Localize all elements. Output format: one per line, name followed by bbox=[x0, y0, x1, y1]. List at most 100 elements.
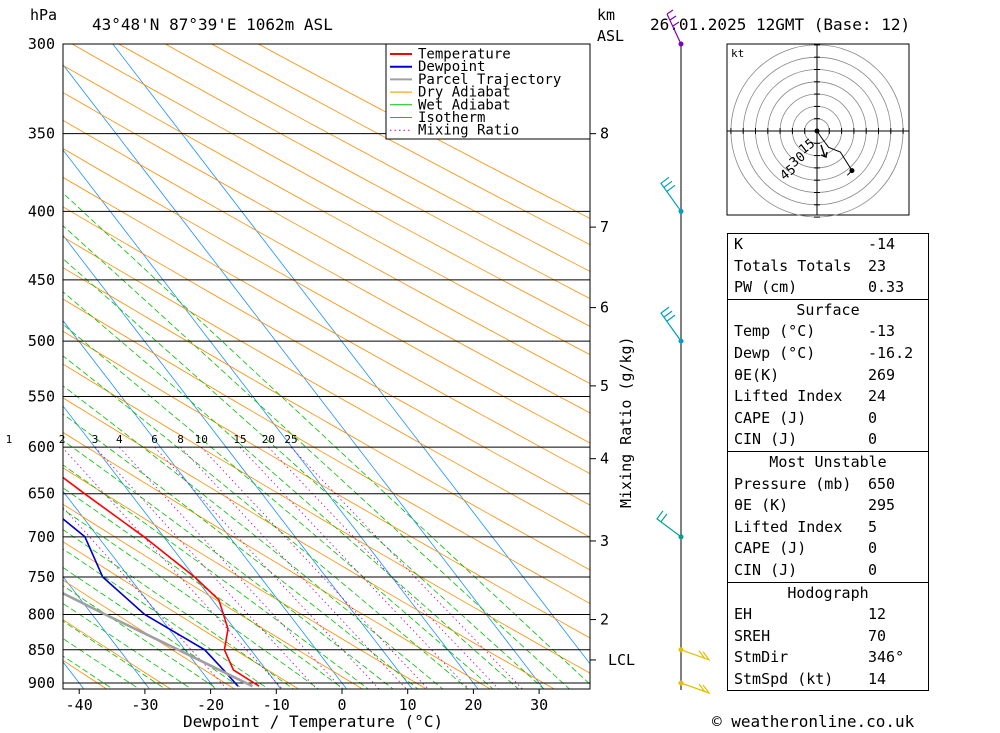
index-label: PW (cm) bbox=[734, 278, 798, 297]
pressure-tick-label: 700 bbox=[28, 528, 55, 546]
temperature-tick-label: -20 bbox=[197, 696, 224, 714]
index-value: 12 bbox=[868, 605, 887, 624]
dry-adiabat-line bbox=[63, 330, 590, 639]
dry-adiabat-line bbox=[63, 298, 590, 605]
index-label: SREH bbox=[734, 626, 771, 645]
index-row: SREH 70 bbox=[728, 626, 928, 648]
x-axis-label: Dewpoint / Temperature (°C) bbox=[183, 712, 443, 731]
plot-frame bbox=[62, 43, 591, 690]
index-label: K bbox=[734, 235, 744, 253]
wind-barb bbox=[680, 682, 711, 695]
wet-adiabat-line bbox=[63, 603, 193, 689]
pressure-tick-label: 850 bbox=[28, 641, 55, 659]
pressure-tick-label: 800 bbox=[28, 606, 55, 624]
index-label: Pressure (mb) bbox=[734, 474, 852, 493]
wet-adiabat-line bbox=[63, 567, 244, 689]
parcel-trajectory-line bbox=[63, 591, 254, 688]
index-row: StmSpd (kt) 14 bbox=[728, 669, 928, 691]
index-value: 14 bbox=[868, 669, 887, 688]
wet-adiabat-line bbox=[63, 192, 590, 685]
wet-adiabat-line bbox=[63, 487, 345, 689]
pressure-tick-label: 650 bbox=[28, 485, 55, 503]
index-row: Temp (°C) -13 bbox=[728, 321, 928, 343]
dry-adiabat-line bbox=[63, 397, 556, 689]
storm-motion-arrow bbox=[820, 144, 828, 158]
wind-barb bbox=[680, 649, 711, 661]
hodograph-point bbox=[849, 168, 855, 174]
temperature-tick-label: 30 bbox=[530, 696, 548, 714]
wet-adiabat-line bbox=[63, 413, 419, 689]
index-value: 5 bbox=[868, 517, 878, 536]
mixing-ratio-label: 8 bbox=[177, 433, 184, 446]
indices-table: K -14 Totals Totals 23 PW (cm) 0.33 Surface Tem… bbox=[727, 233, 929, 692]
pressure-tick-label: 900 bbox=[28, 674, 55, 692]
isotherm-line bbox=[63, 575, 151, 689]
isotherm-line bbox=[63, 320, 348, 689]
pressure-tick-label: 500 bbox=[28, 332, 55, 350]
dry-adiabat-line bbox=[72, 44, 590, 327]
index-section-title: Surface bbox=[728, 298, 928, 322]
index-value: 0 bbox=[868, 560, 878, 579]
index-row: θE (K) 295 bbox=[728, 495, 928, 517]
index-value: -13 bbox=[868, 322, 896, 341]
dry-adiabat-line bbox=[118, 44, 590, 300]
temperature-tick-label: -30 bbox=[131, 696, 158, 714]
index-label: Totals Totals bbox=[734, 256, 852, 275]
legend-label: Dry Adiabat bbox=[418, 85, 511, 101]
index-label: CAPE (J) bbox=[734, 408, 807, 427]
mixing-ratio-line bbox=[63, 506, 228, 689]
wet-adiabat-line bbox=[63, 225, 571, 689]
wind-profile bbox=[656, 9, 711, 695]
dry-adiabat-line bbox=[63, 64, 590, 356]
height-tick-label: 8 bbox=[600, 125, 609, 143]
index-row: CIN (J) 0 bbox=[728, 560, 928, 582]
temperature-line bbox=[63, 476, 260, 687]
isotherm-line bbox=[63, 64, 545, 689]
index-row: Pressure (mb) 650 bbox=[728, 474, 928, 496]
isotherm-line bbox=[112, 44, 590, 665]
wind-barb bbox=[660, 306, 682, 342]
index-value: -14 bbox=[868, 235, 896, 253]
index-row: K -14 bbox=[728, 234, 928, 256]
dry-adiabat-line bbox=[63, 267, 590, 571]
location-title: 43°48'N 87°39'E 1062m ASL bbox=[92, 15, 333, 34]
index-label: Dewp (°C) bbox=[734, 343, 816, 362]
pressure-tick-label: 400 bbox=[28, 202, 55, 220]
mixing-ratio-line bbox=[119, 446, 343, 689]
dewpoint-line bbox=[63, 517, 239, 687]
dry-adiabat-line bbox=[211, 44, 590, 246]
index-row: StmDir 346° bbox=[728, 647, 928, 669]
hodograph-unit: kt bbox=[731, 47, 744, 60]
wet-adiabat-line bbox=[63, 355, 469, 689]
legend-label: Parcel Trajectory bbox=[418, 72, 561, 88]
index-section-title: Hodograph bbox=[728, 581, 928, 605]
dry-adiabat-line bbox=[63, 92, 590, 385]
index-row: CAPE (J) 0 bbox=[728, 408, 928, 430]
dry-adiabat-line bbox=[258, 44, 590, 219]
index-label: CIN (J) bbox=[734, 430, 798, 449]
index-row: CAPE (J) 0 bbox=[728, 538, 928, 560]
wind-barb bbox=[666, 9, 682, 45]
axes: 300350400450500550600650700750800850900-… bbox=[28, 35, 635, 714]
index-value: 0 bbox=[868, 408, 878, 427]
index-label: StmSpd (kt) bbox=[734, 669, 834, 688]
wet-adiabat-line bbox=[63, 464, 369, 689]
copyright: © weatheronline.co.uk bbox=[712, 712, 915, 731]
wet-adiabat-line bbox=[63, 439, 394, 689]
temperature-tick-label: 0 bbox=[337, 696, 346, 714]
height-tick-label: 4 bbox=[600, 450, 609, 468]
index-label: Lifted Index bbox=[734, 387, 843, 406]
wet-adiabat-line bbox=[63, 385, 444, 689]
height-tick-label: 6 bbox=[600, 299, 609, 317]
index-value: 23 bbox=[868, 256, 887, 275]
index-value: 346° bbox=[868, 648, 905, 667]
mixing-ratio-axis-label: Mixing Ratio (g/kg) bbox=[617, 336, 635, 508]
wet-adiabat-line bbox=[63, 323, 494, 689]
dry-adiabat-line bbox=[63, 148, 590, 444]
dry-adiabat-line bbox=[63, 619, 172, 689]
mixing-ratio-line bbox=[63, 447, 283, 689]
height-tick-label: LCL bbox=[608, 651, 635, 669]
